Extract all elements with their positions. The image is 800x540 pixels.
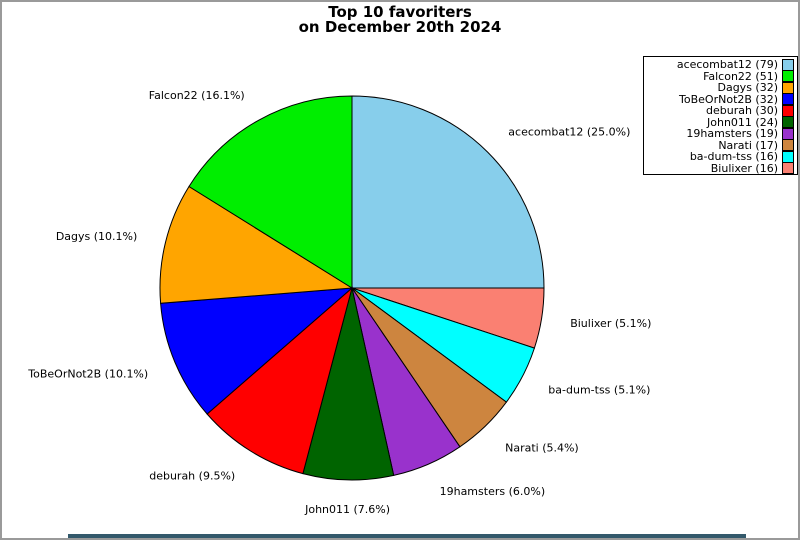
legend-item-label: acecombat12 (79): [676, 58, 778, 71]
slice-label-ba-dum-tss: ba-dum-tss (5.1%): [548, 384, 650, 397]
slice-label-19hamsters: 19hamsters (6.0%): [440, 485, 546, 498]
legend-item-label: deburah (30): [705, 104, 778, 117]
slice-label-Dagys: Dagys (10.1%): [56, 230, 137, 243]
legend-item-label: Falcon22 (51): [703, 69, 778, 83]
slice-label-Falcon22: Falcon22 (16.1%): [149, 89, 245, 102]
slice-label-Narati: Narati (5.4%): [505, 441, 579, 454]
legend-color-swatch: [782, 116, 794, 129]
slice-label-Biulixer: Biulixer (5.1%): [570, 317, 651, 330]
legend-color-swatch: [782, 93, 794, 106]
chart-title-line1: Top 10 favoriters: [328, 3, 472, 21]
pie-slice-Dagys: [159, 185, 354, 304]
legend-color-swatch: [782, 58, 794, 71]
legend-item-19hamsters: 19hamsters (19): [646, 127, 794, 140]
legend-item-acecombat12: acecombat12 (79): [646, 58, 794, 71]
legend-color-swatch: [782, 70, 794, 83]
chart-title: Top 10 favoriters on December 20th 2024: [2, 5, 798, 35]
slice-label-John011: John011 (7.6%): [304, 503, 390, 516]
pie-slice-deburah: [206, 286, 353, 475]
legend-item-label: ToBeOrNot2B (32): [679, 92, 778, 106]
legend-color-swatch: [782, 139, 794, 152]
legend-item-label: 19hamsters (19): [686, 127, 778, 140]
legend-item-label: John011 (24): [707, 115, 778, 129]
pie-slice-acecombat12: [351, 95, 545, 289]
legend: acecombat12 (79) Falcon22 (51) Dagys (32) T…: [643, 56, 798, 175]
legend-item-label: Narati (17): [718, 138, 778, 152]
slice-label-acecombat12: acecombat12 (25.0%): [508, 126, 630, 139]
slice-label-deburah: deburah (9.5%): [149, 470, 235, 483]
bottom-bar: [68, 534, 746, 538]
legend-item-Dagys: Dagys (32): [646, 81, 794, 94]
legend-color-swatch: [782, 104, 794, 117]
legend-item-label: ba-dum-tss (16): [689, 150, 778, 163]
legend-item-label: Dagys (32): [717, 81, 778, 94]
legend-color-swatch: [782, 127, 794, 140]
legend-color-swatch: [782, 150, 794, 163]
legend-item-Biulixer: Biulixer (16): [646, 161, 794, 175]
pie-slice-ToBeOrNot2B: [160, 287, 354, 415]
pie-slice-Falcon22: [188, 95, 353, 289]
chart-title-line2: on December 20th 2024: [298, 18, 502, 36]
legend-item-ba-dum-tss: ba-dum-tss (16): [646, 150, 794, 163]
slice-label-ToBeOrNot2B: ToBeOrNot2B (10.1%): [27, 368, 148, 381]
legend-item-label: Biulixer (16): [710, 161, 778, 175]
legend-item-deburah: deburah (30): [646, 104, 794, 117]
legend-color-swatch: [782, 162, 794, 175]
legend-color-swatch: [782, 81, 794, 94]
